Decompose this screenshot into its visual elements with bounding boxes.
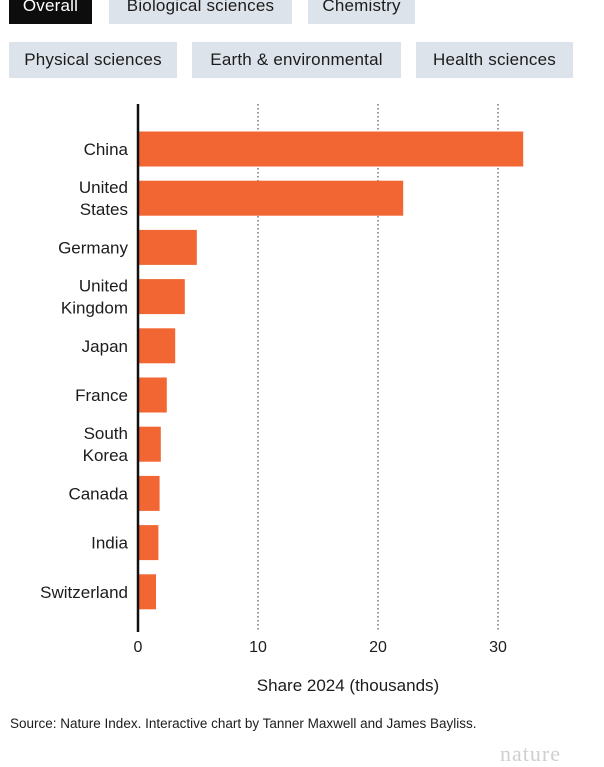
- tab-chemistry[interactable]: Chemistry: [308, 0, 415, 24]
- bar-canada: [138, 475, 160, 511]
- category-label-united-kingdom: United Kingdom: [61, 277, 128, 318]
- bar-germany: [138, 229, 197, 265]
- category-label-france: France: [75, 386, 128, 405]
- category-label-south-korea: South Korea: [83, 424, 129, 465]
- bar-china: [138, 131, 524, 167]
- tab-earth-environmental[interactable]: Earth & environmental: [192, 42, 401, 78]
- bar-japan: [138, 328, 176, 364]
- tab-health-sciences[interactable]: Health sciences: [416, 42, 573, 78]
- bar-switzerland: [138, 574, 156, 610]
- category-label-switzerland: Switzerland: [40, 583, 128, 602]
- tab-overall[interactable]: Overall: [9, 0, 92, 24]
- nature-logo: nature: [500, 741, 561, 766]
- bar-chart: China United States Germany United Kingdom Jap…: [40, 104, 524, 695]
- category-label-china: China: [84, 140, 129, 159]
- bar-france: [138, 377, 167, 413]
- x-tick-label-0: 0: [134, 639, 143, 656]
- category-label-united-states: United States: [79, 178, 128, 219]
- bar-united-states: [138, 180, 404, 216]
- bar-united-kingdom: [138, 279, 185, 315]
- category-label-germany: Germany: [58, 238, 128, 257]
- category-label-india: India: [91, 534, 128, 553]
- x-tick-label-20: 20: [369, 639, 387, 656]
- tab-physical-sciences[interactable]: Physical sciences: [9, 42, 177, 78]
- bar-india: [138, 525, 159, 561]
- bar-south-korea: [138, 426, 161, 462]
- category-label-japan: Japan: [82, 337, 128, 356]
- x-tick-label-10: 10: [249, 639, 267, 656]
- x-tick-label-30: 30: [489, 639, 507, 656]
- tab-biological-sciences[interactable]: Biological sciences: [109, 0, 292, 24]
- source-note: Source: Nature Index. Interactive chart …: [10, 716, 477, 731]
- x-axis-title: Share 2024 (thousands): [257, 676, 439, 695]
- category-label-canada: Canada: [68, 484, 128, 503]
